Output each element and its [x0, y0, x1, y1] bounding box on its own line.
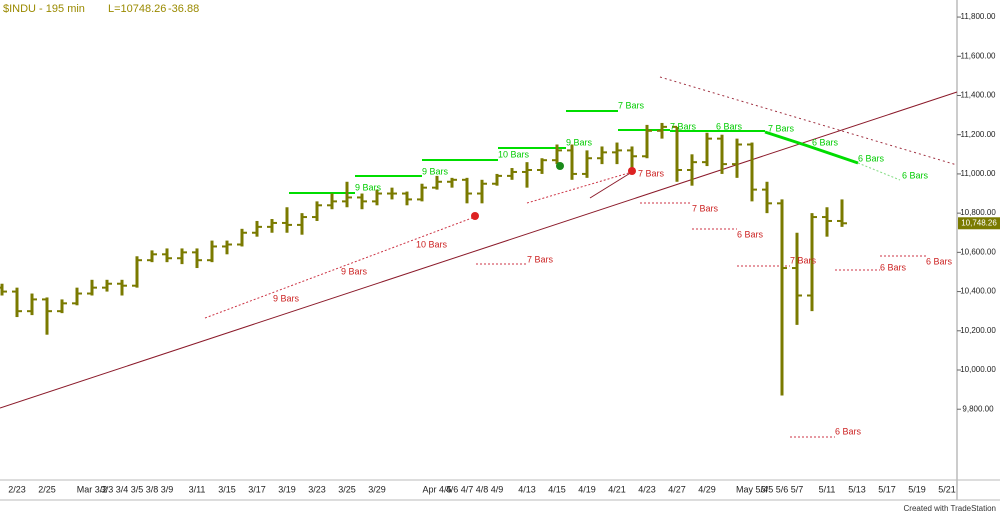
x-tick-label: 3/25: [338, 484, 356, 494]
last-price-tag: [958, 217, 1000, 230]
x-tick-label: 4/8: [476, 484, 489, 494]
red-segment: [589, 171, 633, 199]
y-tick-label: 10,200.00: [960, 326, 996, 335]
x-tick-label: 3/17: [248, 484, 266, 494]
x-tick-label: 3/8: [146, 484, 159, 494]
x-tick-label: 5/19: [908, 484, 926, 494]
bar-count-label: 9 Bars: [422, 166, 449, 176]
bar-count-label: 9 Bars: [273, 293, 300, 303]
bar-count-label: 6 Bars: [858, 153, 885, 163]
bar-count-label: 7 Bars: [692, 203, 719, 213]
bar-count-label: 9 Bars: [355, 182, 382, 192]
bar-count-label: 6 Bars: [835, 426, 862, 436]
x-tick-label: 4/7: [461, 484, 474, 494]
x-tick-label: 5/17: [878, 484, 896, 494]
y-tick-label: 11,800.00: [961, 12, 997, 21]
bar-count-label: 7 Bars: [618, 100, 645, 110]
y-tick-label: 11,400.00: [961, 91, 997, 100]
x-tick-label: 3/11: [189, 484, 206, 494]
x-tick-label: 3/3: [101, 484, 114, 494]
bar-count-label: 10 Bars: [416, 239, 448, 249]
x-tick-label: 4/19: [578, 484, 596, 494]
x-tick-label: May 5/4: [736, 484, 768, 494]
x-tick-label: 5/7: [791, 484, 804, 494]
bar-count-label: 10 Bars: [498, 149, 530, 159]
bar-count-label: 7 Bars: [790, 255, 817, 265]
x-tick-label: 5/21: [938, 484, 956, 494]
bar-count-label: 7 Bars: [670, 121, 697, 131]
bar-count-label: 7 Bars: [638, 168, 665, 178]
change-text: -36.88: [168, 3, 199, 15]
x-tick-label: 3/9: [161, 484, 174, 494]
last-price-text: L=10748.26: [108, 3, 166, 15]
bar-count-label: 6 Bars: [716, 121, 743, 131]
x-tick-label: 4/23: [638, 484, 656, 494]
y-tick-label: 11,000.00: [961, 169, 997, 178]
bar-count-label: 6 Bars: [737, 229, 764, 239]
upper-trend-line: [659, 76, 958, 166]
trend-line: [0, 91, 958, 409]
x-tick-label: 2/25: [38, 484, 56, 494]
last-price-label: 10,748.26: [961, 218, 997, 227]
chart-title: $INDU - 195 min: [3, 3, 85, 15]
x-tick-label: 4/9: [491, 484, 504, 494]
y-tick-label: 11,200.00: [961, 130, 997, 139]
x-tick-label: 4/13: [518, 484, 536, 494]
y-tick-label: 10,400.00: [960, 287, 996, 296]
x-tick-label: 4/15: [548, 484, 566, 494]
x-tick-label: 3/29: [368, 484, 386, 494]
x-tick-label: 3/15: [218, 484, 236, 494]
x-tick-label: 5/11: [819, 484, 836, 494]
x-tick-label: 3/19: [278, 484, 296, 494]
x-tick-label: 2/23: [8, 484, 26, 494]
x-tick-label: 4/27: [668, 484, 686, 494]
footer: Created with TradeStation: [904, 504, 997, 513]
bar-count-label: 6 Bars: [902, 170, 929, 180]
bar-count-label: 9 Bars: [566, 137, 593, 147]
y-tick-label: 10,800.00: [960, 208, 996, 217]
x-tick-label: Apr 4/5: [422, 484, 451, 494]
bar-count-label: 6 Bars: [812, 137, 839, 147]
x-tick-label: Mar 3/2: [77, 484, 108, 494]
x-tick-label: 5/6: [776, 484, 789, 494]
bar-count-label: 6 Bars: [880, 262, 907, 272]
signal-dot: [556, 162, 564, 170]
green-projection: [857, 162, 901, 181]
x-tick-label: 3/23: [308, 484, 326, 494]
bar-count-label: 6 Bars: [926, 256, 953, 266]
y-tick-label: 11,600.00: [961, 51, 997, 60]
x-tick-label: 4/29: [698, 484, 716, 494]
y-tick-label: 10,000.00: [960, 365, 996, 374]
y-tick-label: 10,600.00: [960, 247, 996, 256]
bar-count-label: 9 Bars: [341, 266, 368, 276]
y-tick-label: 9,800.00: [962, 404, 994, 413]
x-tick-label: 5/13: [848, 484, 866, 494]
x-tick-label: 3/5: [131, 484, 144, 494]
bar-count-label: 7 Bars: [768, 123, 795, 133]
x-tick-label: 4/21: [608, 484, 626, 494]
x-tick-label: 3/4: [116, 484, 129, 494]
x-tick-label: 4/6: [446, 484, 459, 494]
x-tick-label: 5/5: [761, 484, 774, 494]
bar-count-label: 7 Bars: [527, 254, 554, 264]
signal-dot: [471, 212, 479, 220]
signal-dot: [628, 167, 636, 175]
price-bars: [0, 122, 847, 396]
